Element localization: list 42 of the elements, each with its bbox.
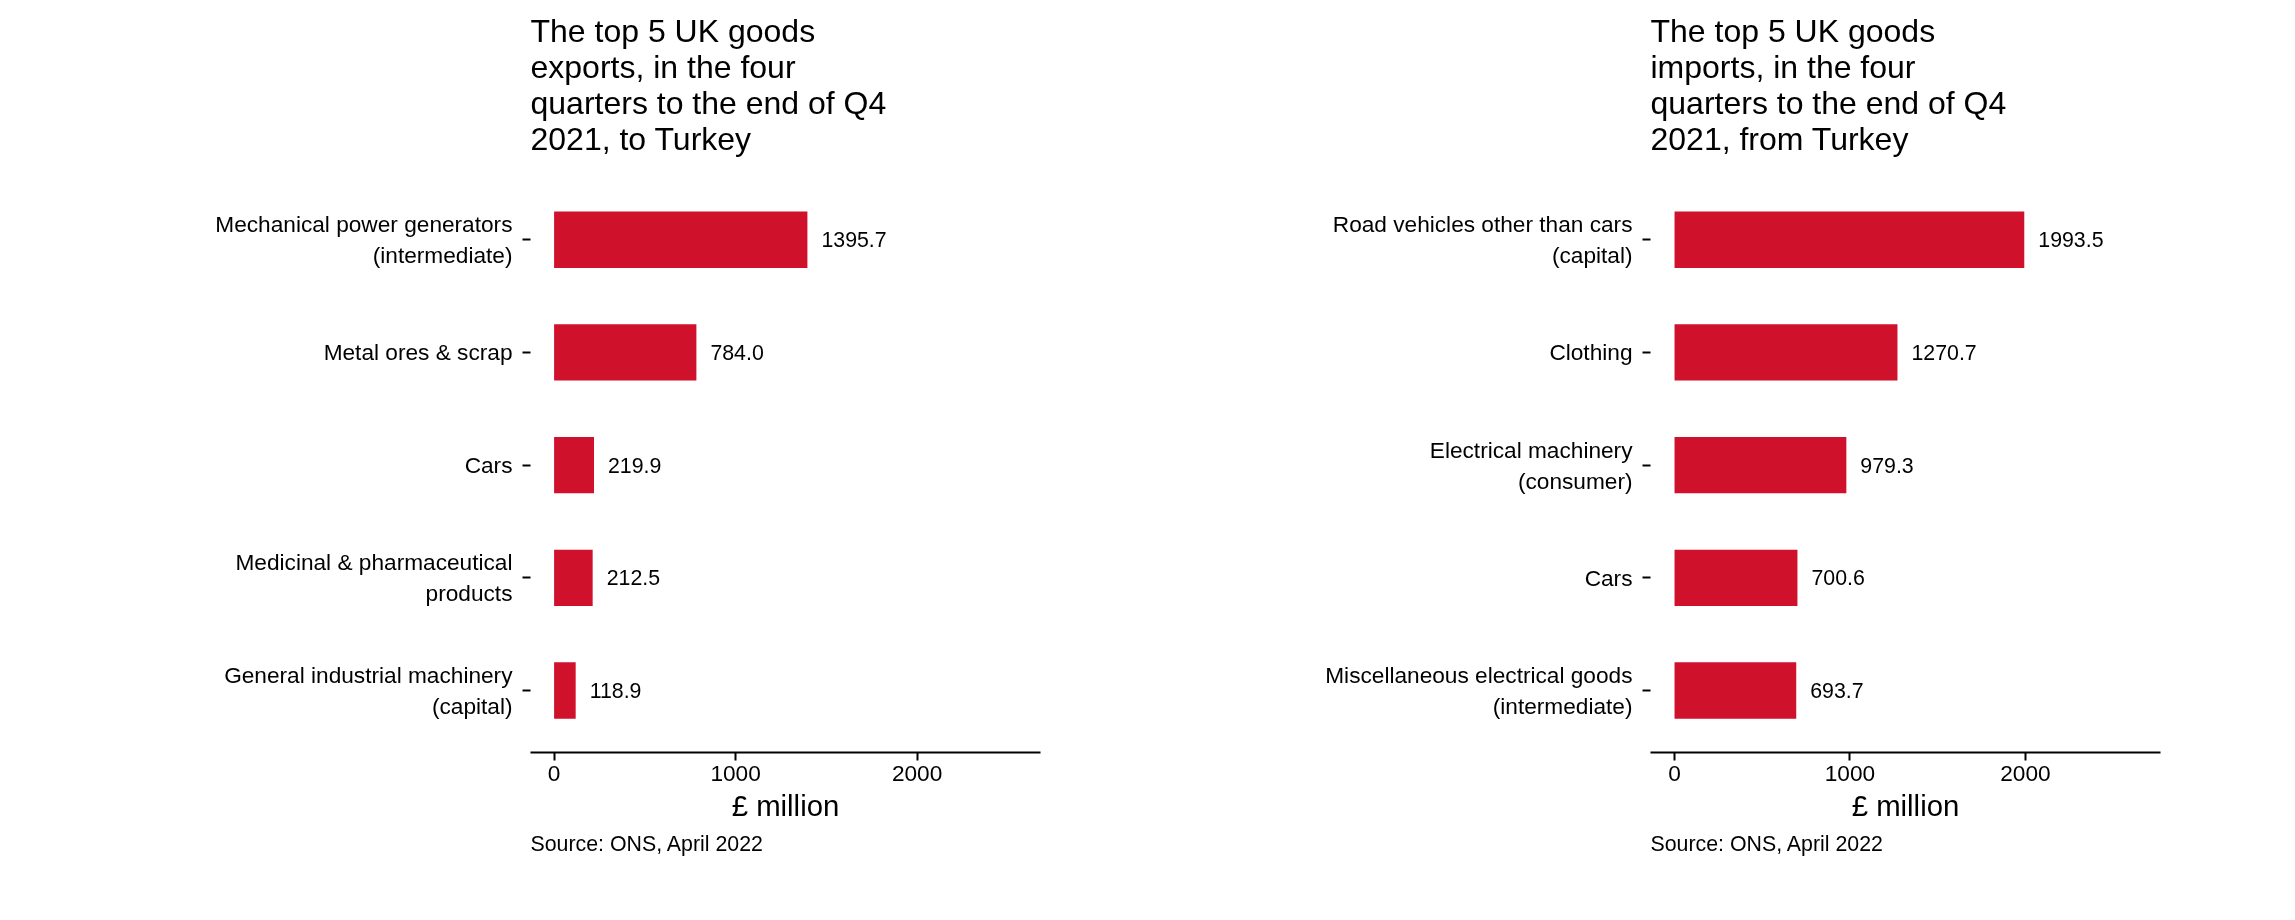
x-tick-label: 1000 (710, 759, 761, 786)
data-label: 784.0 (710, 340, 764, 365)
x-axis-title: £ million (1851, 788, 1960, 822)
x-axis-title: £ million (731, 788, 840, 822)
x-tick-label: 0 (547, 759, 561, 786)
bar (554, 211, 808, 268)
data-label: 979.3 (1860, 453, 1914, 478)
chart-title: The top 5 UK goods imports, in the four quarters to the end of Q4 2021, from Turkey (1650, 12, 2007, 157)
chart-title: The top 5 UK goods exports, in the four quarters to the end of Q4 2021, to Turkey (530, 12, 887, 157)
data-label: 118.9 (589, 679, 642, 704)
data-label: 1395.7 (821, 228, 887, 253)
y-tick-label: Road vehicles other than cars (capital) (1332, 211, 1633, 269)
y-tick-label: Metal ores & scrap (323, 339, 513, 366)
bar (554, 324, 697, 381)
bar (1674, 662, 1797, 719)
y-tick-label: Miscellaneous electrical goods (intermediate) (1325, 661, 1633, 720)
x-tick-label: 2000 (891, 759, 943, 786)
data-label: 219.9 (608, 453, 662, 478)
y-tick-label: General industrial machinery (capital) (224, 661, 514, 720)
source-note: Source: ONS, April 2022 (530, 831, 763, 856)
data-label: 1270.7 (1911, 340, 1977, 365)
x-tick-label: 1000 (1824, 759, 1876, 786)
bar (1674, 211, 2025, 268)
data-label: 693.7 (1810, 679, 1864, 704)
y-tick-label: Clothing (1549, 339, 1633, 366)
y-tick-label: Medicinal & pharmaceutical products (235, 549, 513, 607)
y-tick-label: Electrical machinery (consumer) (1429, 436, 1634, 494)
data-label: 1993.5 (2038, 228, 2104, 253)
y-tick-label: Cars (464, 452, 513, 479)
bar (554, 662, 576, 719)
bar (1674, 549, 1798, 606)
bar (554, 549, 593, 606)
data-label: 700.6 (1811, 566, 1865, 591)
y-tick-label: Mechanical power generators (intermediate) (215, 211, 513, 269)
source-note: Source: ONS, April 2022 (1650, 831, 1883, 856)
x-tick-label: 0 (1668, 759, 1681, 786)
bar (1674, 436, 1847, 494)
bar (554, 436, 595, 494)
y-tick-label: Cars (1584, 564, 1633, 591)
data-label: 212.5 (606, 566, 661, 591)
bar (1674, 324, 1898, 381)
x-tick-label: 2000 (2000, 759, 2051, 786)
